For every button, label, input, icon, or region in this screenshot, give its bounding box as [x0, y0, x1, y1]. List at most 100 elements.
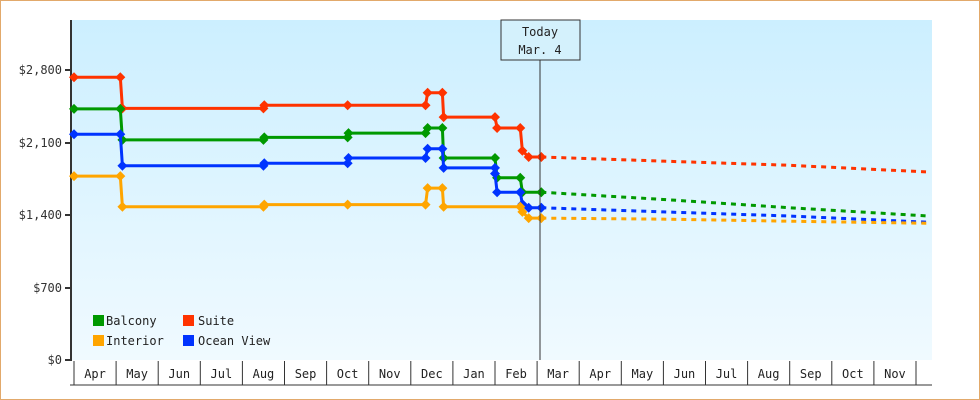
x-tick-label: Oct — [337, 367, 359, 381]
data-point-marker[interactable] — [115, 72, 126, 83]
x-tick-label: Aug — [253, 367, 275, 381]
x-tick-label: Feb — [505, 367, 527, 381]
data-point-marker[interactable] — [259, 158, 270, 169]
forecast-line — [541, 190, 929, 218]
data-point-marker[interactable] — [536, 187, 547, 198]
forecast-line — [541, 216, 929, 225]
data-point-marker[interactable] — [420, 199, 431, 210]
data-point-marker[interactable] — [259, 100, 270, 111]
x-axis-months: Apr May Jun Jul Aug Sep Oct Nov Dec Jan Feb Mar Apr M… — [70, 361, 932, 386]
data-point-marker[interactable] — [437, 87, 448, 98]
data-point-marker[interactable] — [490, 112, 500, 123]
data-point-marker[interactable] — [259, 199, 270, 210]
data-point-marker[interactable] — [69, 103, 79, 114]
series-interior — [69, 171, 929, 225]
data-point-marker[interactable] — [69, 171, 79, 182]
data-point-marker[interactable] — [342, 100, 353, 111]
legend: Balcony Suite Interior Ocean View — [93, 314, 271, 348]
legend-swatch-interior — [93, 335, 104, 346]
data-point-marker[interactable] — [536, 213, 547, 224]
data-point-marker[interactable] — [515, 172, 526, 183]
data-point-marker[interactable] — [437, 143, 448, 154]
y-tick-label: $0 — [48, 353, 62, 367]
legend-swatch-balcony — [93, 315, 104, 326]
y-tick-label: $1,400 — [19, 208, 62, 222]
x-tick-label: Nov — [379, 367, 401, 381]
data-point-marker[interactable] — [422, 123, 433, 133]
legend-item-interior[interactable]: Interior — [93, 334, 164, 348]
x-tick-label: Jul — [716, 367, 738, 381]
data-point-marker[interactable] — [117, 201, 128, 212]
x-tick-label: May — [632, 367, 654, 381]
data-point-marker[interactable] — [492, 187, 503, 198]
x-tick-label: Aug — [758, 367, 780, 381]
data-point-marker[interactable] — [438, 201, 449, 212]
x-tick-label: Jul — [211, 367, 233, 381]
data-point-marker[interactable] — [523, 152, 534, 162]
y-axis-ticks: $2,800 $2,100 $1,400 $700 $0 — [19, 63, 71, 367]
data-point-marker[interactable] — [420, 153, 431, 164]
data-point-marker[interactable] — [115, 171, 126, 182]
legend-swatch-ocean-view — [183, 335, 194, 346]
legend-label: Suite — [198, 314, 234, 328]
data-point-marker[interactable] — [422, 143, 433, 154]
data-point-marker[interactable] — [536, 152, 547, 162]
data-point-marker[interactable] — [115, 103, 126, 114]
x-tick-label: Sep — [800, 367, 822, 381]
data-point-marker[interactable] — [342, 199, 353, 210]
x-tick-label: May — [126, 367, 148, 381]
data-point-marker[interactable] — [515, 123, 526, 133]
data-point-marker[interactable] — [115, 129, 126, 140]
data-point-marker[interactable] — [69, 129, 79, 140]
data-point-marker[interactable] — [437, 183, 448, 194]
legend-item-balcony[interactable]: Balcony — [93, 314, 157, 328]
data-point-marker[interactable] — [438, 162, 449, 173]
x-tick-label: Jun — [168, 367, 190, 381]
data-point-marker[interactable] — [517, 145, 528, 156]
data-point-marker[interactable] — [523, 213, 534, 224]
today-box — [500, 19, 581, 61]
x-tick-label: Oct — [842, 367, 864, 381]
data-point-marker[interactable] — [343, 128, 354, 139]
series-balcony — [69, 103, 929, 218]
data-point-marker[interactable] — [492, 123, 503, 133]
x-tick-label: Apr — [84, 367, 106, 381]
legend-item-suite[interactable]: Suite — [183, 314, 234, 328]
data-point-marker[interactable] — [515, 187, 526, 198]
x-tick-label: Nov — [884, 367, 906, 381]
x-tick-label: Jun — [674, 367, 696, 381]
data-point-marker[interactable] — [536, 202, 547, 213]
plot-area — [72, 20, 932, 360]
forecast-line — [541, 155, 929, 174]
data-point-marker[interactable] — [422, 183, 433, 194]
data-point-marker[interactable] — [490, 153, 500, 164]
data-point-marker[interactable] — [437, 123, 448, 133]
legend-label: Ocean View — [198, 334, 271, 348]
x-tick-label: Jan — [463, 367, 485, 381]
data-point-marker[interactable] — [523, 202, 534, 213]
today-date: Mar. 4 — [518, 43, 561, 57]
data-point-marker[interactable] — [343, 153, 354, 164]
data-point-marker[interactable] — [490, 162, 500, 173]
y-tick-label: $2,800 — [19, 63, 62, 77]
today-label: Today — [522, 25, 558, 39]
data-point-marker[interactable] — [517, 206, 528, 217]
legend-label: Balcony — [106, 314, 157, 328]
data-point-marker[interactable] — [490, 168, 500, 179]
x-tick-label: Apr — [589, 367, 611, 381]
data-point-marker[interactable] — [420, 100, 431, 111]
legend-item-ocean-view[interactable]: Ocean View — [183, 334, 271, 348]
data-point-marker[interactable] — [117, 160, 128, 171]
legend-swatch-suite — [183, 315, 194, 326]
price-line — [74, 75, 542, 159]
data-point-marker[interactable] — [438, 112, 449, 123]
data-point-marker[interactable] — [422, 87, 433, 98]
today-marker: Today Mar. 4 — [500, 19, 581, 360]
data-point-marker[interactable] — [259, 132, 270, 143]
y-tick-label: $2,100 — [19, 136, 62, 150]
data-point-marker[interactable] — [69, 72, 79, 83]
x-tick-label: Sep — [295, 367, 317, 381]
forecast-line — [541, 206, 929, 224]
legend-label: Interior — [106, 334, 164, 348]
